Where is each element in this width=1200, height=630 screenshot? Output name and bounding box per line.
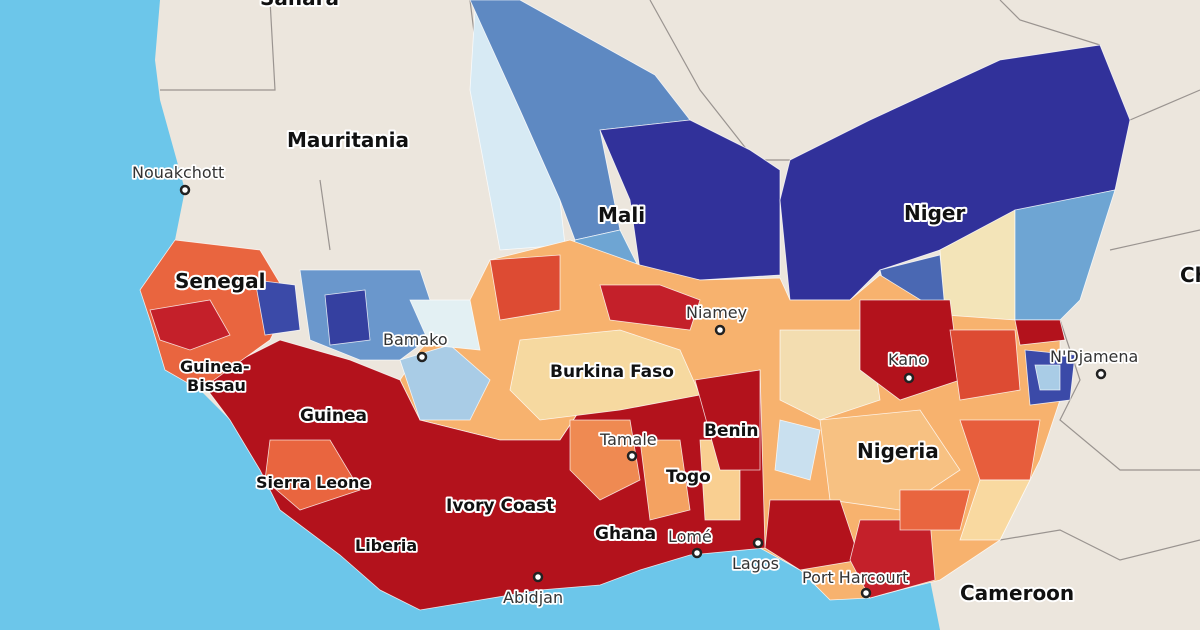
country-label: Liberia (355, 536, 417, 555)
country-label: Sierra Leone (256, 473, 370, 492)
city-marker (532, 571, 544, 583)
country-label: Cameroon (960, 581, 1074, 605)
city-marker (416, 351, 428, 363)
country-label: Togo (666, 467, 711, 487)
cities: Nouakchott Bamako Niamey Tamale Kano N'D… (130, 161, 1140, 609)
country-label: Guinea- (180, 357, 250, 376)
city-label: N'Djamena (1050, 347, 1138, 366)
country-label: Guinea (300, 406, 367, 426)
country-label: Mali (598, 203, 645, 227)
city-marker (179, 184, 191, 196)
country-label: Benin (704, 421, 759, 441)
city-label: Lomé (668, 527, 712, 546)
country-label: Niger (904, 201, 965, 225)
city-label: Lagos (732, 554, 779, 573)
country-label: Ghana (595, 524, 656, 544)
country-label: Sahara (260, 0, 339, 10)
city-marker (752, 537, 764, 549)
city-label: Tamale (599, 430, 657, 449)
country-label: Mauritania (287, 128, 409, 152)
country-label: Ivory Coast (446, 496, 554, 516)
city-label: Bamako (383, 330, 448, 349)
choropleth (139, 0, 1131, 611)
city-marker (1095, 368, 1107, 380)
country-label: Nigeria (857, 439, 939, 463)
city-label: Nouakchott (132, 163, 224, 182)
city-marker (626, 450, 638, 462)
country-label: Bissau (187, 376, 246, 395)
city-marker (903, 372, 915, 384)
country-labels: Sahara Mauritania Mali Niger Senegal Gui… (173, 0, 1200, 607)
city-marker (860, 587, 872, 599)
country-label: Ch (1180, 263, 1200, 287)
country-label: Burkina Faso (550, 362, 674, 382)
city-label: Abidjan (503, 588, 563, 607)
country-label: Senegal (175, 269, 265, 293)
city-marker (691, 547, 703, 559)
city-label: Port Harcourt (802, 568, 908, 587)
city-label: Niamey (686, 303, 747, 322)
city-marker (714, 324, 726, 336)
city-label: Kano (888, 350, 928, 369)
